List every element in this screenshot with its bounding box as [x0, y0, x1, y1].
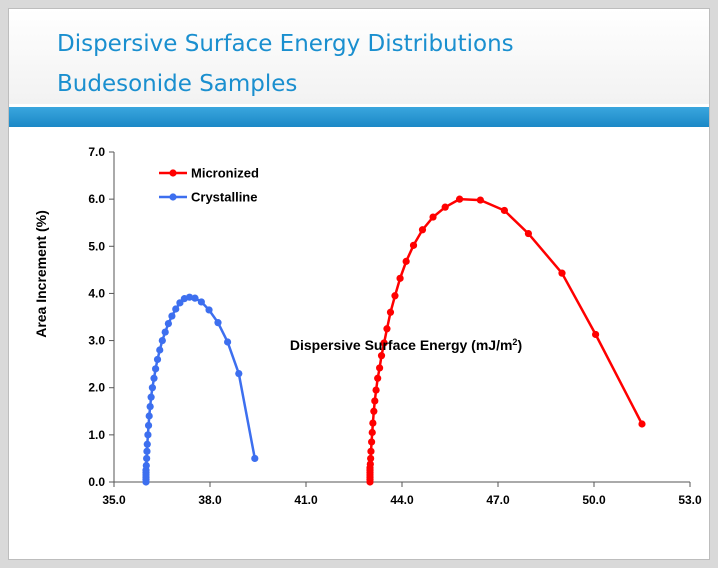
data-point [377, 352, 386, 360]
y-tick-label: 2.0 [88, 381, 105, 395]
legend-label: Crystalline [191, 190, 257, 205]
y-tick-label: 4.0 [88, 286, 105, 300]
data-point [592, 330, 600, 339]
data-point [197, 298, 205, 306]
y-axis-label: Area Increment (%) [33, 210, 49, 338]
data-point [161, 328, 169, 336]
data-point [150, 374, 158, 382]
series-micronized [366, 195, 646, 486]
data-point [145, 412, 153, 420]
data-point [143, 447, 151, 455]
y-tick-label: 5.0 [88, 239, 105, 253]
legend-swatch-marker [169, 169, 177, 177]
slide-subtitle: Budesonide Samples [57, 71, 298, 97]
data-point [156, 346, 164, 354]
data-point [441, 203, 449, 211]
header-band [9, 107, 709, 127]
data-point [158, 336, 166, 345]
chart-series [142, 195, 646, 486]
y-tick-label: 7.0 [88, 145, 105, 159]
data-point [164, 320, 172, 328]
x-axis-label-close: ) [517, 337, 522, 353]
data-point [371, 397, 379, 405]
data-point [235, 369, 243, 378]
data-point [153, 355, 162, 364]
slide: Dispersive Surface Energy Distributions … [8, 8, 710, 560]
data-point [396, 274, 404, 282]
data-point [143, 454, 151, 463]
data-point [152, 365, 160, 373]
legend-item: Crystalline [159, 190, 257, 205]
x-axis-label: Dispersive Surface Energy (mJ/m2) [290, 337, 522, 353]
data-point [558, 269, 566, 277]
data-point [367, 454, 375, 463]
data-point [391, 292, 399, 300]
data-point [429, 213, 437, 221]
data-point [374, 374, 382, 382]
data-point [368, 428, 376, 437]
data-point [409, 241, 418, 249]
chart-axes: 35.0 38.0 41.0 44.0 47.0 50.0 53.0 0.0 1.0 2.0 3.0… [88, 145, 702, 507]
x-tick-label: 38.0 [198, 493, 222, 507]
data-point [251, 454, 259, 463]
legend-label: Micronized [191, 166, 259, 181]
series-crystalline [142, 293, 259, 486]
data-point [205, 306, 213, 314]
slide-header: Dispersive Surface Energy Distributions … [9, 9, 709, 104]
data-point [146, 402, 154, 411]
data-point [638, 420, 646, 428]
y-tick-label: 1.0 [88, 428, 105, 442]
data-point [456, 195, 464, 203]
y-tick-label: 3.0 [88, 334, 105, 348]
data-point [172, 305, 180, 313]
data-point [176, 299, 184, 307]
x-tick-label: 41.0 [294, 493, 318, 507]
series-line [144, 295, 257, 482]
x-axis-label-text: Dispersive Surface Energy (mJ/m [290, 337, 513, 353]
data-point [386, 308, 395, 316]
x-tick-label: 44.0 [390, 493, 414, 507]
y-tick-label: 0.0 [88, 475, 105, 489]
data-point [147, 393, 155, 401]
data-point [366, 460, 374, 468]
data-point [402, 257, 410, 265]
data-point [368, 438, 376, 446]
data-point [224, 338, 232, 346]
x-tick-label: 35.0 [102, 493, 126, 507]
data-point [168, 312, 176, 320]
data-point [372, 386, 380, 394]
data-point [214, 319, 222, 327]
x-tick-label: 53.0 [678, 493, 702, 507]
chart-legend: Micronized Crystalline [159, 166, 259, 205]
legend-swatch-marker [169, 193, 177, 201]
data-point [148, 384, 156, 392]
data-point [185, 293, 194, 301]
x-tick-label: 47.0 [486, 493, 510, 507]
slide-title: Dispersive Surface Energy Distributions [57, 31, 514, 57]
data-point [142, 461, 150, 470]
data-point [369, 419, 377, 427]
data-point [144, 421, 153, 430]
chart: 35.0 38.0 41.0 44.0 47.0 50.0 53.0 0.0 1.0 2.0 3.0… [33, 145, 702, 507]
data-point [500, 206, 508, 215]
data-point [370, 407, 378, 415]
data-point [367, 447, 375, 455]
x-tick-label: 50.0 [582, 493, 606, 507]
data-point [383, 325, 391, 333]
x-axis-label-superscript: 2 [512, 337, 517, 347]
data-point [143, 440, 151, 448]
data-point [418, 226, 427, 234]
data-point [524, 229, 533, 238]
data-point [144, 431, 152, 439]
data-point [380, 339, 388, 347]
legend-item: Micronized [159, 166, 259, 181]
data-point [191, 294, 199, 302]
y-tick-label: 6.0 [88, 192, 105, 206]
data-point [376, 364, 384, 372]
data-point [476, 196, 484, 204]
